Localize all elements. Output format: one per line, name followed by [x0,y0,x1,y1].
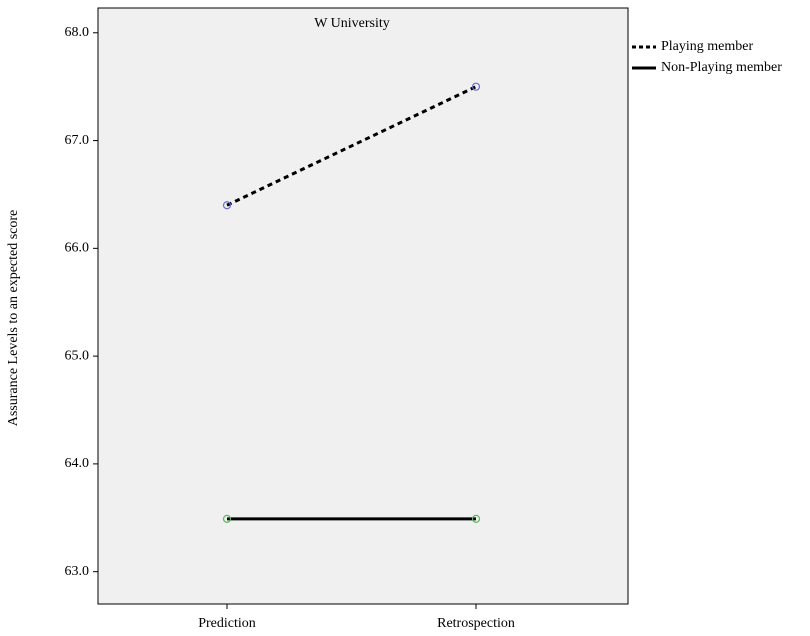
y-tick-label: 67.0 [65,133,90,148]
x-tick-label: Prediction [198,616,256,631]
series-line [226,85,477,207]
y-tick-label: 64.0 [65,456,90,471]
y-axis-label: Assurance Levels to an expected score [6,210,21,427]
y-tick-label: 65.0 [65,348,90,363]
y-tick-label: 66.0 [65,241,90,256]
data-point [471,82,481,91]
data-point [222,514,232,523]
y-tick-label: 68.0 [65,25,90,40]
data-point [471,514,481,523]
y-tick-label: 63.0 [65,564,90,579]
legend-label: Non-Playing member [661,60,782,75]
legend-label: Playing member [661,39,753,54]
x-tick-label: Retrospection [437,616,515,631]
data-point [222,201,232,210]
plot-area [97,7,629,605]
chart-title: W University [314,16,390,31]
